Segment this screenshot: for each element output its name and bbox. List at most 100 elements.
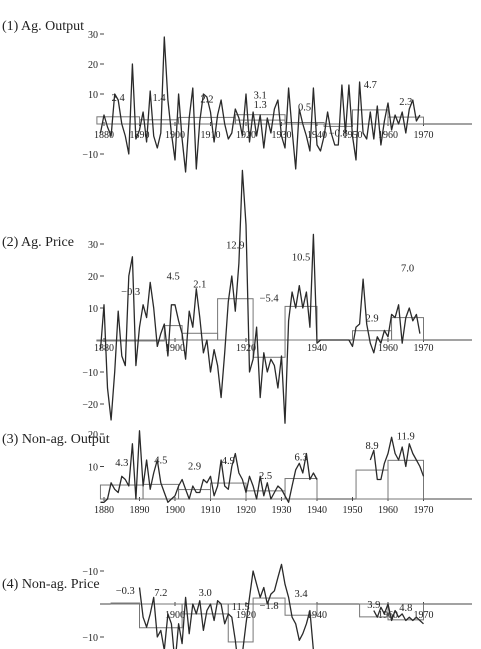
period-average-box — [355, 469, 389, 500]
y-tick-label: −20 — [82, 400, 98, 411]
series-line — [100, 430, 318, 503]
x-tick-label: 1900 — [165, 505, 185, 516]
period-average-box — [227, 603, 254, 643]
period-average-box — [323, 123, 354, 127]
period-average-label: 4.8 — [399, 603, 412, 614]
period-average-label: −0.3 — [116, 586, 135, 597]
period-average-label: 2.5 — [259, 471, 272, 482]
period-average-label: −1.8 — [260, 601, 279, 612]
y-tick-label: 20 — [88, 430, 98, 441]
panel-title: (3) Non-ag. Output — [2, 432, 110, 447]
y-tick-label: 30 — [88, 240, 98, 251]
x-tick-label: 1920 — [236, 610, 256, 621]
period-average-box — [284, 603, 318, 616]
x-tick-label: 1890 — [130, 130, 150, 141]
x-tick-label: 1880 — [94, 343, 114, 354]
period-average-label: 10.5 — [292, 252, 310, 263]
period-average-box — [217, 298, 254, 341]
x-tick-label: 1920 — [236, 343, 256, 354]
y-tick-label: −10 — [82, 633, 98, 644]
x-tick-label: 1960 — [378, 130, 398, 141]
period-average-label: 2.9 — [365, 314, 378, 325]
period-average-label: 3.4 — [294, 589, 308, 600]
period-average-box — [178, 116, 236, 125]
y-tick-label: −10 — [82, 368, 98, 379]
x-tick-label: 1920 — [236, 130, 256, 141]
period-average-box — [96, 339, 165, 342]
y-tick-label: 30 — [88, 30, 98, 41]
period-average-label: 4.5 — [154, 455, 167, 466]
period-average-label: 2.9 — [188, 462, 201, 473]
series-line — [373, 603, 424, 625]
period-average-label: 4.7 — [364, 80, 377, 91]
period-average-box — [110, 602, 140, 605]
y-tick-label: 10 — [88, 90, 98, 101]
period-average-label: 0.5 — [298, 103, 311, 114]
x-tick-label: 1910 — [201, 130, 221, 141]
period-average-label: 3.0 — [199, 588, 212, 599]
period-average-label: 1.4 — [152, 93, 166, 104]
x-tick-label: 1960 — [378, 343, 398, 354]
period-average-box — [387, 116, 424, 125]
panel-title: (2) Ag. Price — [2, 235, 74, 250]
period-average-label: 1.3 — [254, 100, 267, 111]
y-tick-label: 20 — [88, 60, 98, 71]
series-line — [99, 36, 421, 173]
x-tick-label: 1970 — [414, 343, 434, 354]
x-tick-label: 1910 — [201, 505, 221, 516]
x-tick-label: 1970 — [414, 130, 434, 141]
period-average-label: 2.1 — [193, 279, 206, 290]
x-tick-label: 1970 — [414, 505, 434, 516]
x-tick-label: 1950 — [343, 505, 363, 516]
period-average-box — [139, 119, 180, 125]
period-average-label: 8.9 — [365, 441, 378, 452]
x-tick-label: 1900 — [165, 130, 185, 141]
period-average-box — [245, 490, 286, 500]
x-tick-label: 1940 — [307, 343, 327, 354]
period-average-box — [284, 478, 318, 500]
period-average-label: 2.4 — [112, 93, 126, 104]
period-average-box — [391, 317, 424, 341]
y-tick-label: −10 — [82, 567, 98, 578]
y-tick-label: −10 — [82, 150, 98, 161]
x-tick-label: 1900 — [165, 343, 185, 354]
period-average-label: 12.9 — [226, 241, 244, 252]
x-tick-label: 1940 — [307, 505, 327, 516]
period-average-label: −0.3 — [121, 287, 140, 298]
period-average-label: 7.0 — [401, 264, 414, 275]
panel-title: (1) Ag. Output — [2, 19, 84, 34]
period-average-label: 4.5 — [167, 272, 180, 283]
x-tick-label: 1880 — [94, 505, 114, 516]
x-tick-label: 1920 — [236, 505, 256, 516]
series-line — [369, 436, 425, 481]
period-average-label: 11.5 — [232, 602, 250, 613]
period-average-label: 3.1 — [254, 91, 267, 102]
period-average-box — [284, 305, 318, 341]
panel-title: (4) Non-ag. Price — [2, 577, 100, 592]
y-tick-label: 10 — [88, 463, 98, 474]
period-average-label: −5.4 — [260, 293, 280, 304]
period-average-label: 3.9 — [367, 600, 380, 611]
period-average-label: 6.3 — [294, 453, 307, 464]
period-average-box — [178, 489, 212, 500]
y-tick-label: 20 — [88, 272, 98, 283]
series-line — [138, 563, 314, 649]
x-tick-label: 1900 — [165, 610, 185, 621]
period-average-box — [252, 339, 286, 358]
y-tick-label: 10 — [88, 304, 98, 315]
series-line — [99, 169, 421, 424]
period-average-box — [139, 603, 183, 629]
period-average-label: 4.9 — [222, 456, 235, 467]
period-average-label: 2.3 — [399, 97, 412, 108]
period-average-box — [284, 122, 325, 125]
period-average-label: 7.2 — [154, 588, 167, 599]
period-average-label: 11.9 — [397, 431, 415, 442]
period-average-box — [163, 325, 183, 341]
x-tick-label: 1930 — [272, 505, 292, 516]
x-tick-label: 1890 — [130, 505, 150, 516]
period-average-label: 4.3 — [115, 458, 128, 469]
period-average-label: −0.8 — [329, 128, 348, 139]
period-average-box — [387, 459, 424, 500]
